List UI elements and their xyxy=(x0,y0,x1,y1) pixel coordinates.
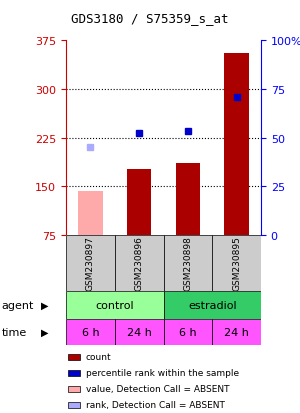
Bar xyxy=(68,386,80,392)
Text: percentile rank within the sample: percentile rank within the sample xyxy=(85,368,238,377)
Bar xyxy=(212,235,261,291)
Bar xyxy=(176,164,200,235)
Bar xyxy=(212,319,261,345)
Text: GDS3180 / S75359_s_at: GDS3180 / S75359_s_at xyxy=(71,12,229,25)
Text: GSM230897: GSM230897 xyxy=(86,236,95,291)
Bar xyxy=(66,319,115,345)
Text: 6 h: 6 h xyxy=(179,327,197,337)
Bar xyxy=(127,170,151,235)
Text: GSM230895: GSM230895 xyxy=(232,236,241,291)
Bar xyxy=(115,319,164,345)
Text: ▶: ▶ xyxy=(40,300,48,310)
Bar xyxy=(115,235,164,291)
Bar xyxy=(164,291,261,319)
Bar xyxy=(164,235,212,291)
Text: control: control xyxy=(95,300,134,310)
Text: 6 h: 6 h xyxy=(82,327,99,337)
Text: ▶: ▶ xyxy=(40,327,48,337)
Bar xyxy=(78,191,103,235)
Bar xyxy=(66,235,115,291)
Bar xyxy=(68,370,80,376)
Bar xyxy=(66,291,164,319)
Text: agent: agent xyxy=(2,300,34,310)
Bar xyxy=(224,54,249,235)
Text: value, Detection Call = ABSENT: value, Detection Call = ABSENT xyxy=(85,385,229,394)
Bar xyxy=(68,354,80,361)
Text: estradiol: estradiol xyxy=(188,300,237,310)
Text: rank, Detection Call = ABSENT: rank, Detection Call = ABSENT xyxy=(85,401,224,409)
Text: 24 h: 24 h xyxy=(224,327,249,337)
Text: time: time xyxy=(2,327,27,337)
Text: count: count xyxy=(85,353,111,361)
Text: 24 h: 24 h xyxy=(127,327,152,337)
Bar xyxy=(164,319,212,345)
Text: GSM230896: GSM230896 xyxy=(135,236,144,291)
Text: GSM230898: GSM230898 xyxy=(183,236,192,291)
Bar xyxy=(68,402,80,408)
